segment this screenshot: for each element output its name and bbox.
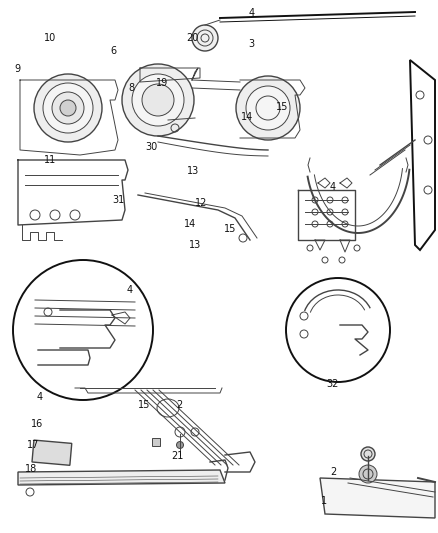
Text: 17: 17 bbox=[27, 440, 39, 450]
Circle shape bbox=[192, 25, 218, 51]
Text: 12: 12 bbox=[195, 198, 208, 207]
Circle shape bbox=[52, 92, 84, 124]
Circle shape bbox=[361, 447, 375, 461]
Text: 14: 14 bbox=[241, 112, 254, 122]
Text: 10: 10 bbox=[44, 34, 57, 43]
Text: 31: 31 bbox=[112, 195, 124, 205]
Text: 4: 4 bbox=[249, 9, 255, 18]
Text: 15: 15 bbox=[276, 102, 289, 111]
Bar bbox=[152, 438, 160, 446]
Circle shape bbox=[177, 441, 184, 448]
Circle shape bbox=[34, 74, 102, 142]
Text: 8: 8 bbox=[128, 83, 134, 93]
Circle shape bbox=[132, 74, 184, 126]
Text: 3: 3 bbox=[249, 39, 255, 49]
Bar bbox=[32, 440, 72, 465]
Circle shape bbox=[359, 465, 377, 483]
Text: 4: 4 bbox=[330, 182, 336, 191]
Circle shape bbox=[60, 100, 76, 116]
Circle shape bbox=[142, 84, 174, 116]
Circle shape bbox=[122, 64, 194, 136]
Circle shape bbox=[236, 76, 300, 140]
Text: 6: 6 bbox=[111, 46, 117, 55]
Polygon shape bbox=[18, 470, 225, 485]
Text: 4: 4 bbox=[126, 286, 132, 295]
Text: 15: 15 bbox=[138, 400, 151, 410]
Text: 16: 16 bbox=[31, 419, 43, 429]
Circle shape bbox=[246, 86, 290, 130]
Text: 19: 19 bbox=[156, 78, 168, 87]
Text: 1: 1 bbox=[321, 496, 327, 506]
Text: 18: 18 bbox=[25, 464, 37, 474]
Text: 21: 21 bbox=[171, 451, 184, 461]
Text: 32: 32 bbox=[327, 379, 339, 389]
Text: 13: 13 bbox=[187, 166, 199, 175]
Text: 2: 2 bbox=[330, 467, 336, 477]
Polygon shape bbox=[320, 478, 435, 518]
Text: 2: 2 bbox=[177, 400, 183, 410]
Text: 20: 20 bbox=[187, 34, 199, 43]
Text: 11: 11 bbox=[44, 155, 57, 165]
Text: 9: 9 bbox=[14, 64, 21, 74]
Circle shape bbox=[286, 278, 390, 382]
Circle shape bbox=[43, 83, 93, 133]
Text: 13: 13 bbox=[189, 240, 201, 250]
Text: 14: 14 bbox=[184, 219, 197, 229]
Circle shape bbox=[13, 260, 153, 400]
Text: 30: 30 bbox=[145, 142, 157, 151]
Text: 4: 4 bbox=[36, 392, 42, 402]
Text: 15: 15 bbox=[224, 224, 236, 234]
